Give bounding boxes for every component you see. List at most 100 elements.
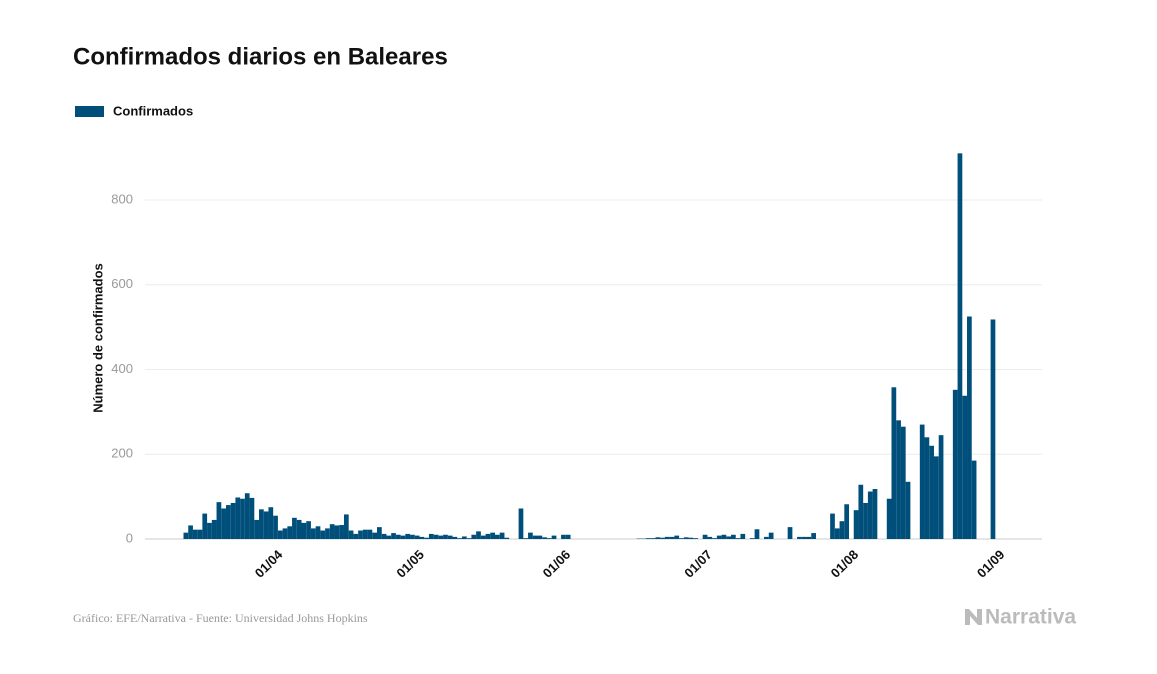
bar [853, 510, 859, 539]
bar [532, 535, 538, 539]
bar [754, 529, 760, 539]
bar [764, 536, 769, 539]
logo: Narrativa [985, 606, 1076, 629]
bar [225, 505, 231, 539]
bar [277, 530, 283, 539]
bar [801, 536, 807, 539]
bar [688, 537, 694, 539]
y-tick-label: 0 [126, 530, 133, 545]
bar [957, 153, 963, 540]
bar [452, 536, 458, 539]
bar [240, 498, 245, 539]
bar [301, 522, 307, 539]
bar [443, 534, 448, 539]
bar [438, 535, 444, 539]
bar [830, 513, 835, 539]
bar [863, 502, 868, 539]
bar [650, 538, 656, 539]
bar [292, 517, 297, 539]
bar [693, 538, 698, 539]
bar [858, 484, 864, 539]
bar [546, 538, 552, 539]
bar [268, 507, 274, 539]
bar [329, 524, 335, 539]
bar [183, 532, 189, 539]
bar [343, 514, 349, 539]
bar [254, 519, 260, 539]
bar [740, 533, 746, 539]
bar [310, 528, 316, 539]
bar [428, 533, 434, 539]
bar [296, 519, 302, 539]
x-tick-label: 01/05 [393, 547, 427, 581]
bar [230, 502, 236, 539]
bar [872, 488, 878, 539]
bar [886, 498, 892, 539]
bar [929, 445, 934, 539]
bar [683, 537, 689, 539]
bar [381, 533, 387, 539]
bar [235, 497, 241, 539]
bar [287, 526, 293, 539]
bar [716, 535, 722, 539]
bar [221, 508, 226, 539]
bar [702, 534, 708, 539]
bar [461, 536, 467, 539]
bar [495, 534, 500, 539]
bar [905, 481, 911, 539]
bar [565, 534, 571, 539]
bar [282, 528, 288, 539]
bar [367, 529, 373, 539]
bar [259, 509, 264, 539]
bar [325, 528, 330, 539]
bar [244, 493, 250, 539]
bar [721, 534, 727, 539]
bar [362, 529, 368, 539]
bar [726, 536, 732, 539]
bar [207, 522, 212, 539]
bar [395, 534, 401, 539]
bar [731, 534, 736, 539]
x-tick-label: 01/04 [252, 546, 286, 580]
bar [334, 525, 340, 539]
bar [561, 534, 566, 539]
source-note: Gráfico: EFE/Narrativa - Fuente: Univers… [73, 611, 368, 625]
bar [386, 535, 392, 539]
x-tick-label: 01/09 [974, 547, 1008, 581]
bar [405, 533, 411, 539]
legend-swatch [75, 106, 104, 117]
bar [414, 535, 420, 539]
bar [990, 319, 996, 539]
bar [867, 491, 873, 539]
bar [216, 502, 222, 539]
bar [419, 536, 425, 539]
bar [646, 538, 651, 539]
bar [528, 532, 533, 539]
bar [806, 536, 812, 539]
x-tick-label: 01/08 [828, 547, 862, 581]
bar [797, 536, 802, 539]
bar [490, 532, 496, 539]
y-tick-label: 800 [111, 191, 133, 206]
bar [924, 437, 930, 539]
bar [669, 536, 675, 539]
bar [315, 526, 321, 539]
bar [504, 537, 510, 539]
bar [400, 535, 406, 539]
bar [962, 395, 968, 539]
bar [749, 538, 755, 539]
logo-icon [965, 609, 982, 625]
bar [537, 535, 543, 539]
bar [471, 534, 477, 539]
bar [263, 511, 269, 539]
bar [249, 497, 255, 539]
y-tick-label: 400 [111, 361, 133, 376]
bar [896, 420, 901, 539]
bar [844, 504, 850, 539]
bar [660, 537, 665, 539]
bar [952, 389, 958, 539]
chart-title: Confirmados diarios en Baleares [73, 43, 448, 70]
bar [476, 531, 481, 539]
bar [499, 532, 505, 539]
